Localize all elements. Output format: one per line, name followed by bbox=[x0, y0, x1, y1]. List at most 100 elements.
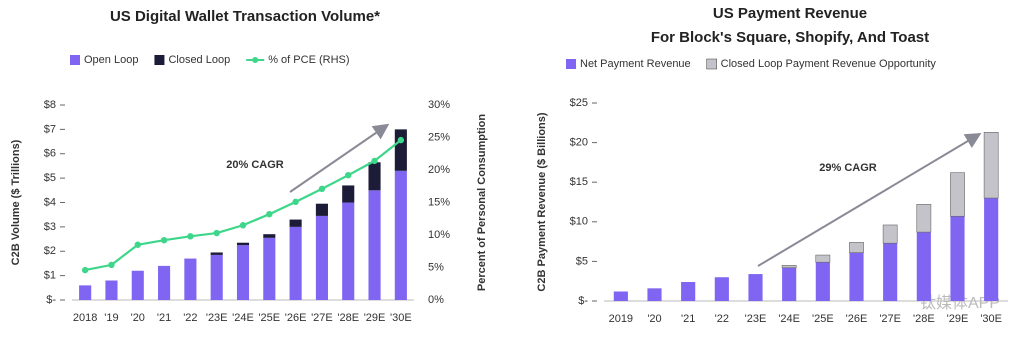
bar bbox=[105, 280, 118, 300]
bar bbox=[883, 243, 898, 301]
y-tick-label: $25 bbox=[570, 97, 588, 109]
bar bbox=[158, 265, 171, 300]
legend-label: % of PCE (RHS) bbox=[268, 54, 349, 66]
bar bbox=[394, 170, 407, 300]
y2-tick-label: 20% bbox=[428, 164, 450, 176]
x-tick-label: '26E bbox=[285, 312, 307, 324]
y2-tick-label: 25% bbox=[428, 131, 450, 143]
bar bbox=[916, 232, 931, 301]
line-marker bbox=[371, 157, 378, 165]
watermark: 钛媒体APP bbox=[920, 294, 1000, 312]
line-marker bbox=[292, 198, 299, 206]
line-marker bbox=[397, 136, 405, 144]
bar bbox=[131, 270, 144, 300]
y-axis-title: C2B Volume ($ Trillions) bbox=[10, 139, 22, 265]
y-tick-label: $5 bbox=[576, 255, 588, 267]
x-tick-label: '29E bbox=[947, 313, 969, 325]
legend-label: Open Loop bbox=[84, 54, 138, 66]
bar bbox=[79, 285, 92, 300]
x-tick-label: '30E bbox=[980, 313, 1002, 325]
chart-title: US Digital Wallet Transaction Volume* bbox=[110, 8, 380, 25]
bar bbox=[950, 216, 965, 301]
bar bbox=[950, 172, 965, 217]
x-tick-label: '25E bbox=[812, 313, 834, 325]
bar bbox=[342, 185, 355, 203]
bar bbox=[782, 267, 797, 301]
x-tick-label: '27E bbox=[879, 313, 901, 325]
line-marker bbox=[160, 237, 168, 244]
legend-swatch bbox=[566, 59, 576, 69]
bar bbox=[984, 198, 999, 301]
x-tick-label: '22 bbox=[715, 313, 729, 325]
bar bbox=[849, 252, 864, 301]
line-marker bbox=[187, 233, 194, 240]
x-tick-label: '24E bbox=[232, 312, 254, 324]
y2-tick-label: 15% bbox=[428, 196, 450, 208]
x-tick-label: '21 bbox=[157, 312, 171, 324]
legend-label: Closed Loop bbox=[168, 54, 230, 66]
x-tick-label: '28E bbox=[337, 312, 359, 324]
y2-tick-label: 0% bbox=[428, 294, 444, 306]
bar bbox=[289, 226, 302, 300]
line-marker bbox=[213, 229, 220, 237]
y-tick-label: $2 bbox=[44, 245, 56, 257]
annotation: 29% CAGR bbox=[819, 162, 877, 174]
line-marker bbox=[108, 261, 115, 269]
bar bbox=[263, 234, 276, 238]
y-axis-title: C2B Payment Revenue ($ Billions) bbox=[536, 112, 548, 291]
bar bbox=[210, 252, 223, 255]
bar bbox=[368, 190, 381, 300]
bar bbox=[236, 242, 250, 246]
bar bbox=[849, 242, 864, 253]
y-tick-label: $- bbox=[578, 295, 588, 307]
bar bbox=[315, 215, 328, 300]
x-tick-label: '24E bbox=[778, 313, 800, 325]
y-tick-label: $7 bbox=[44, 123, 56, 135]
y2-tick-label: 30% bbox=[428, 99, 450, 111]
x-tick-label: '28E bbox=[913, 313, 935, 325]
x-tick-label: '26E bbox=[846, 313, 868, 325]
legend-label: Net Payment Revenue bbox=[580, 58, 691, 70]
y2-tick-label: 5% bbox=[428, 261, 444, 273]
bar bbox=[394, 129, 407, 171]
trend-arrow bbox=[757, 132, 982, 267]
bar bbox=[916, 204, 932, 233]
legend-label: Closed Loop Payment Revenue Opportunity bbox=[721, 58, 937, 70]
x-tick-label: 2018 bbox=[73, 312, 97, 324]
bar bbox=[983, 132, 999, 199]
bar bbox=[236, 245, 250, 300]
bar bbox=[815, 254, 831, 263]
legend-marker bbox=[252, 57, 259, 63]
y-tick-label: $- bbox=[46, 294, 56, 306]
bar bbox=[315, 203, 328, 216]
bar bbox=[781, 265, 797, 269]
line-marker bbox=[345, 172, 352, 179]
y-tick-label: $15 bbox=[570, 176, 588, 188]
line-marker bbox=[266, 211, 273, 218]
bar bbox=[613, 291, 628, 301]
y-tick-label: $1 bbox=[44, 270, 56, 282]
legend-swatch bbox=[70, 55, 80, 65]
x-tick-label: '27E bbox=[311, 312, 333, 324]
y-tick-label: $6 bbox=[44, 148, 56, 160]
y-tick-label: $3 bbox=[44, 221, 56, 233]
x-tick-label: '22 bbox=[183, 312, 197, 324]
x-tick-label: '20 bbox=[647, 313, 661, 325]
bar bbox=[681, 281, 696, 301]
y-tick-label: $5 bbox=[44, 172, 56, 184]
bar bbox=[882, 224, 898, 244]
y-tick-label: $20 bbox=[570, 137, 588, 149]
bar bbox=[748, 274, 763, 301]
bar bbox=[342, 202, 355, 300]
bar bbox=[263, 237, 276, 300]
y-tick-label: $10 bbox=[570, 216, 588, 228]
x-tick-label: '25E bbox=[258, 312, 280, 324]
line-marker bbox=[81, 266, 89, 274]
legend-swatch bbox=[706, 58, 717, 70]
x-tick-label: '30E bbox=[390, 312, 412, 324]
chart-subtitle: For Block's Square, Shopify, And Toast bbox=[651, 29, 929, 46]
y-tick-label: $8 bbox=[44, 99, 56, 111]
x-tick-label: 2019 bbox=[609, 313, 633, 325]
bar bbox=[289, 219, 302, 227]
